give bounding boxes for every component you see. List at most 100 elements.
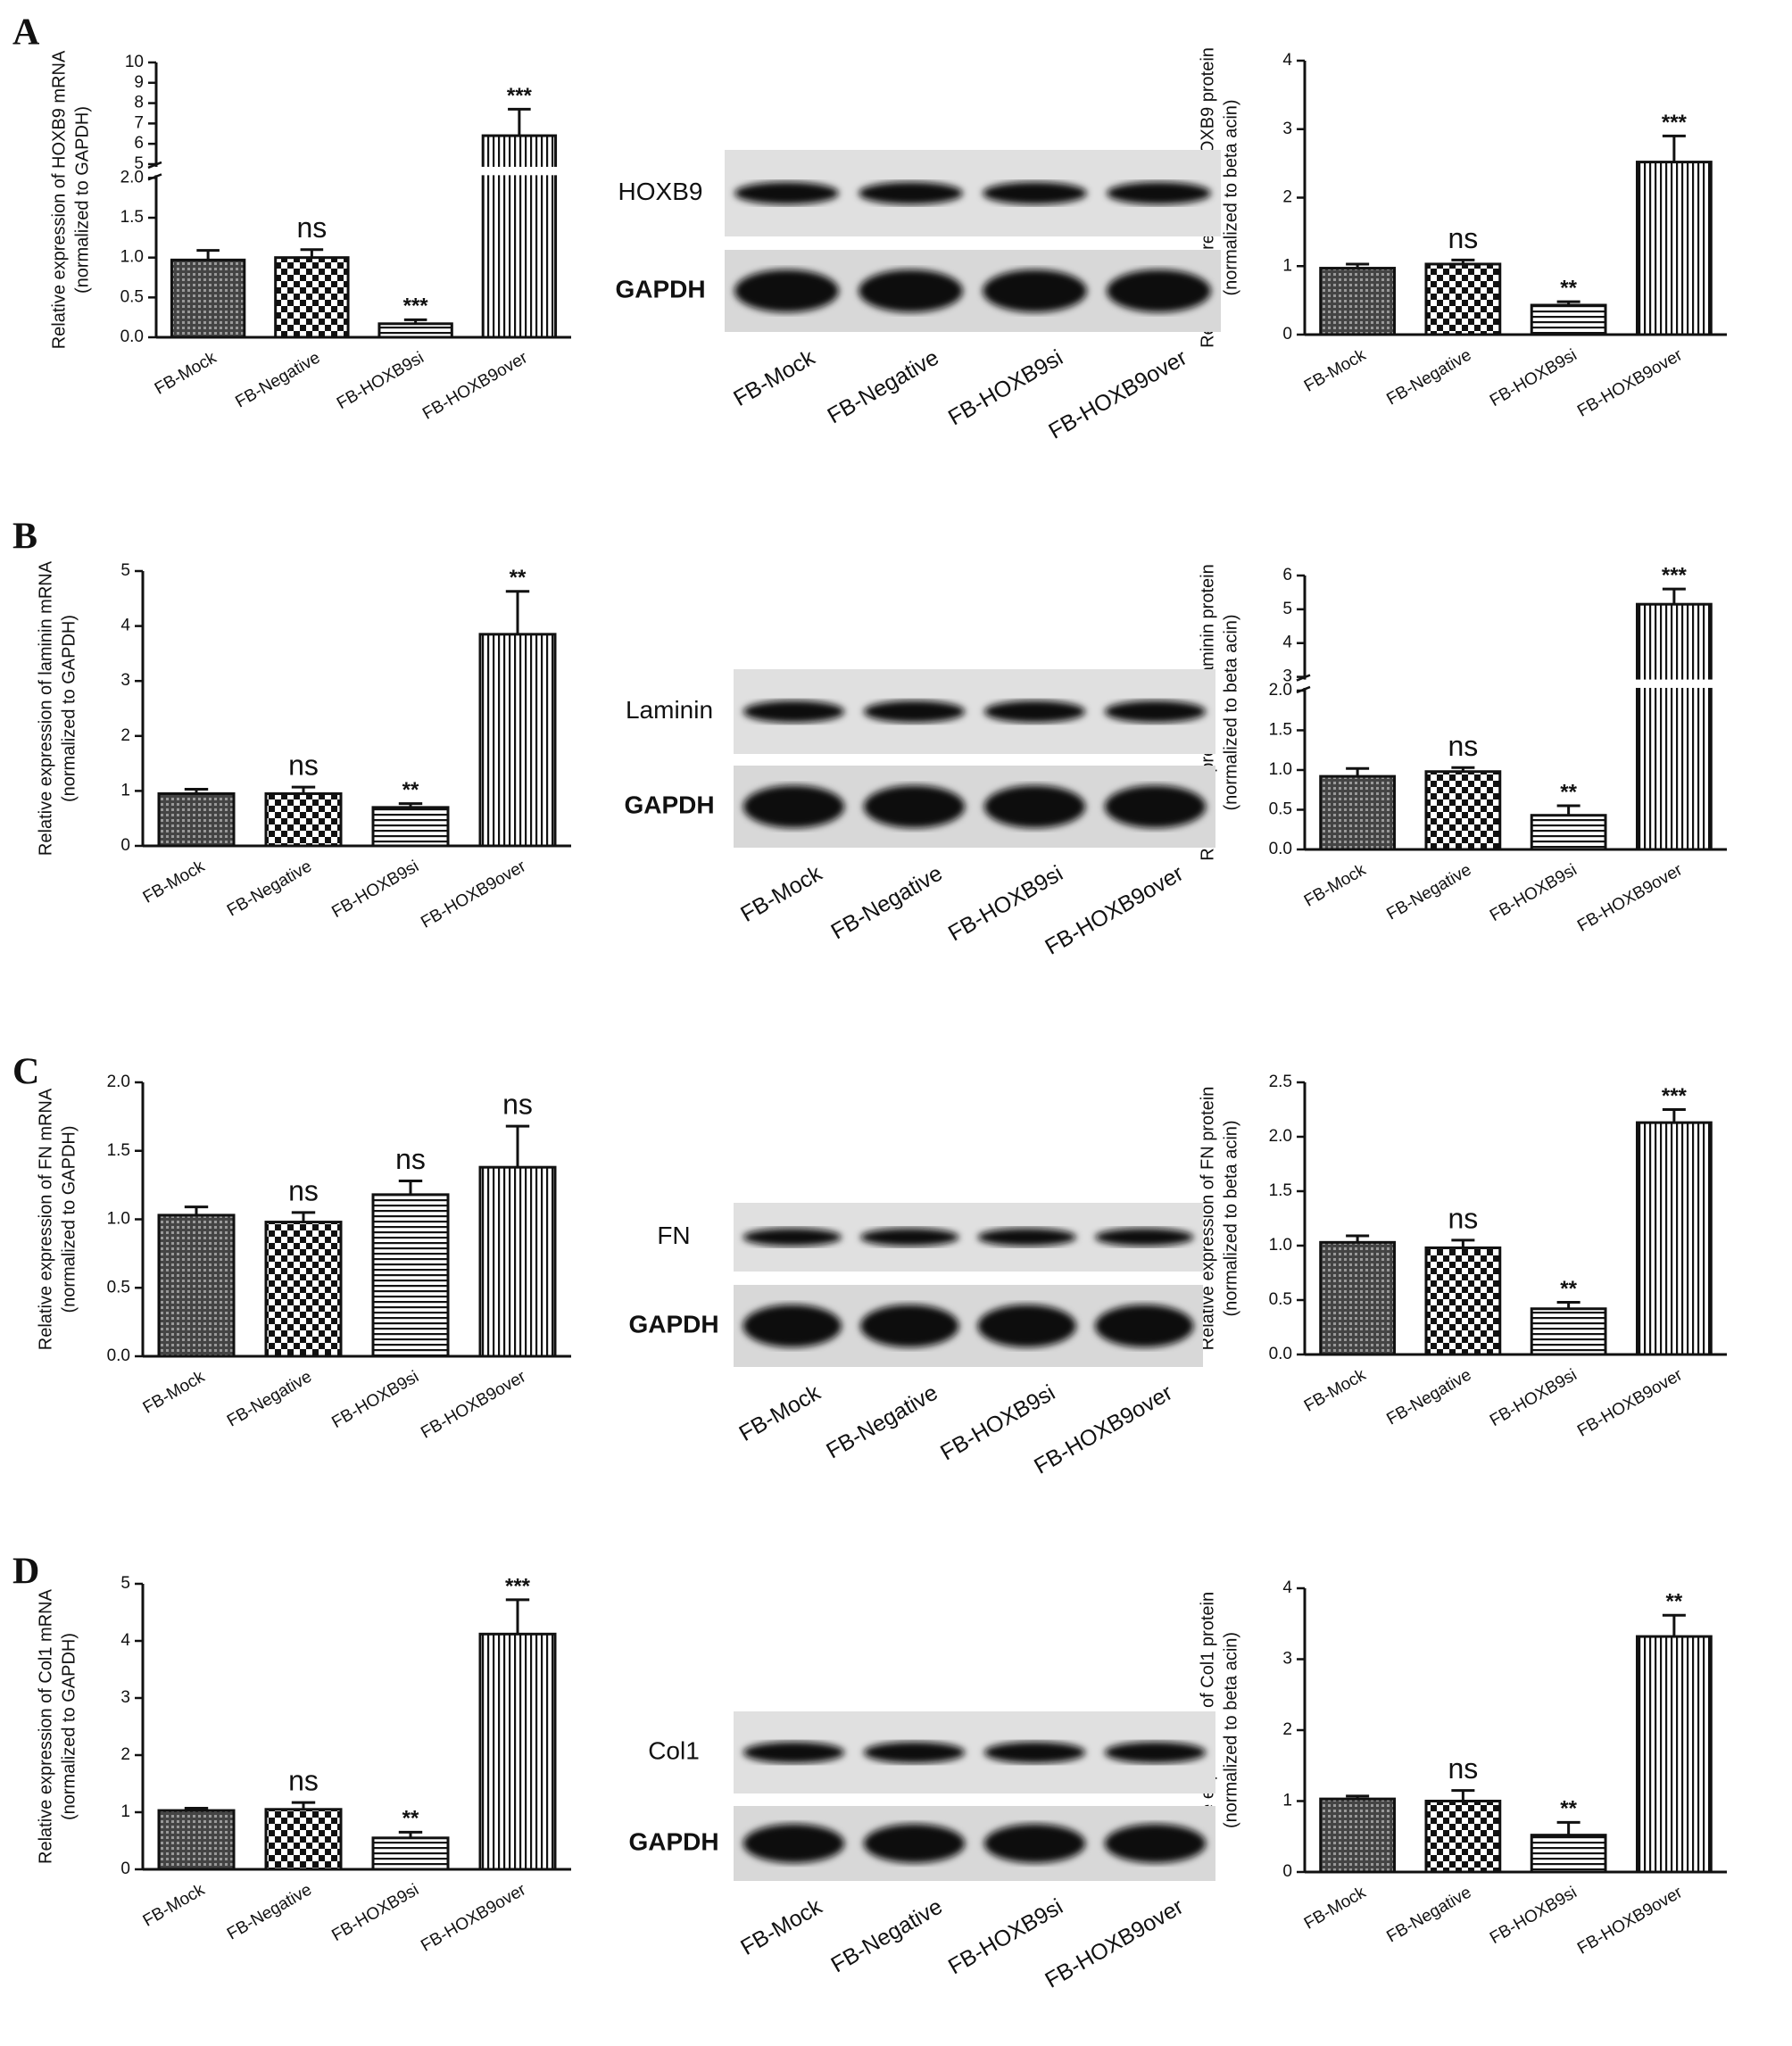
axis-break-mark [1296, 674, 1311, 694]
y-tick-label: 2 [1282, 188, 1292, 207]
blot-lane-label: FB-Negative [822, 1380, 942, 1464]
y-tick-label: 2.0 [1269, 1127, 1292, 1146]
y-tick-label: 5 [134, 154, 144, 173]
significance-label: ns [288, 1174, 319, 1206]
y-tick-label: 3 [1282, 120, 1292, 138]
blot-band [1104, 700, 1207, 723]
y-tick-label: 0 [1282, 1862, 1292, 1881]
y-axis-label: (normalized to beta acin) [1221, 99, 1240, 295]
significance-label: *** [1662, 111, 1688, 135]
error-bar [398, 1180, 423, 1195]
y-tick-label: 1.5 [1269, 1181, 1292, 1200]
blot-band [863, 1742, 966, 1763]
y-tick-label: 0 [1282, 325, 1292, 344]
blot-band [743, 700, 845, 723]
error-bar [300, 248, 324, 258]
y-tick-label: 5 [120, 1574, 130, 1593]
error-bar [505, 590, 530, 634]
x-tick-label: FB-Negative [232, 348, 323, 411]
significance-label: ns [1448, 730, 1478, 762]
y-tick-label: 1.0 [107, 1210, 130, 1229]
significance-label: ns [1448, 222, 1478, 254]
x-tick-label: FB-HOXB9si [328, 1367, 422, 1432]
error-bar [398, 1830, 423, 1838]
bar [157, 1214, 236, 1358]
x-tick-label: FB-HOXB9over [418, 1880, 529, 1956]
blot-band [1107, 269, 1211, 312]
error-bar [1346, 1794, 1370, 1800]
bar [478, 633, 557, 848]
blot-band [860, 1228, 959, 1247]
x-tick-label: FB-HOXB9si [328, 1880, 422, 1945]
bar [1319, 267, 1397, 336]
y-tick-label: 4 [1282, 1578, 1292, 1597]
x-tick-label: FB-Mock [140, 1367, 209, 1417]
bar [377, 322, 453, 339]
y-tick-label: 4 [120, 1631, 130, 1650]
y-tick-label: 2 [120, 726, 130, 745]
y-axis-label: (normalized to GAPDH) [72, 106, 92, 294]
y-tick-label: 1.5 [120, 208, 144, 227]
error-bar [196, 249, 220, 261]
bar [157, 791, 236, 848]
significance-label: ns [288, 1765, 319, 1797]
blot-band [743, 1305, 842, 1347]
y-axis-label: Relative expression of HOXB9 mRNA [49, 50, 69, 349]
y-tick-label: 3 [120, 1688, 130, 1707]
blot-band [863, 1824, 966, 1863]
x-tick-label: FB-HOXB9si [1487, 1883, 1580, 1948]
blot-band [743, 1228, 842, 1247]
error-bar [184, 1807, 209, 1811]
y-axis-label: (normalized to beta acin) [1221, 614, 1240, 810]
x-tick-label: FB-Negative [224, 1367, 315, 1430]
bar [1635, 1121, 1713, 1356]
x-tick-label: FB-HOXB9over [1574, 1365, 1686, 1441]
error-bar [1451, 258, 1475, 264]
bar [481, 134, 558, 339]
y-tick-label: 1 [1282, 1792, 1292, 1810]
panel-letter: D [12, 1552, 39, 1593]
blot-lane-label: FB-Mock [736, 860, 826, 926]
blot-band [1104, 785, 1207, 828]
axis-break [1294, 679, 1729, 688]
x-tick-label: FB-HOXB9over [418, 1367, 529, 1443]
y-tick-label: 2 [120, 1745, 130, 1764]
x-tick-label: FB-HOXB9over [1574, 345, 1686, 421]
y-axis-label: Relative expression of FN protein [1198, 1087, 1217, 1351]
y-axis-label: (normalized to GAPDH) [59, 1633, 79, 1820]
blot-band [860, 1305, 959, 1347]
y-tick-label: 7 [134, 113, 144, 132]
blot-row-label: Laminin [626, 696, 713, 724]
y-tick-label: 3 [1282, 667, 1292, 686]
bar [1424, 1800, 1502, 1874]
blot-lane-label: FB-Mock [729, 344, 819, 410]
bar [264, 1221, 343, 1358]
x-tick-label: FB-Negative [1383, 860, 1474, 924]
bar [478, 1165, 557, 1358]
error-bar [1346, 766, 1370, 777]
y-tick-label: 2.0 [1269, 681, 1292, 700]
bar [1319, 1240, 1397, 1356]
blot-band [863, 785, 966, 828]
error-bar [1662, 587, 1686, 605]
blot-band [863, 700, 966, 723]
bar [371, 1836, 450, 1871]
bar [478, 1632, 557, 1871]
significance-label: ns [296, 211, 327, 244]
blot-row-label: GAPDH [624, 791, 714, 818]
x-tick-label: FB-Negative [224, 857, 315, 920]
error-bar [1556, 300, 1580, 305]
y-tick-label: 8 [134, 94, 144, 112]
y-tick-label: 2 [1282, 1720, 1292, 1739]
x-tick-label: FB-Negative [1383, 1365, 1474, 1429]
y-tick-label: 1 [120, 1802, 130, 1821]
error-bar [1662, 1613, 1686, 1637]
y-tick-label: 1.5 [107, 1141, 130, 1160]
x-tick-label: FB-HOXB9si [328, 857, 422, 922]
bar [1635, 1635, 1713, 1874]
x-tick-label: FB-HOXB9si [1487, 860, 1580, 925]
panel-letter: A [12, 12, 40, 54]
error-bar [1346, 1234, 1370, 1243]
blot-lane-label: FB-Negative [826, 1894, 946, 1978]
y-tick-label: 0.0 [1269, 840, 1292, 858]
